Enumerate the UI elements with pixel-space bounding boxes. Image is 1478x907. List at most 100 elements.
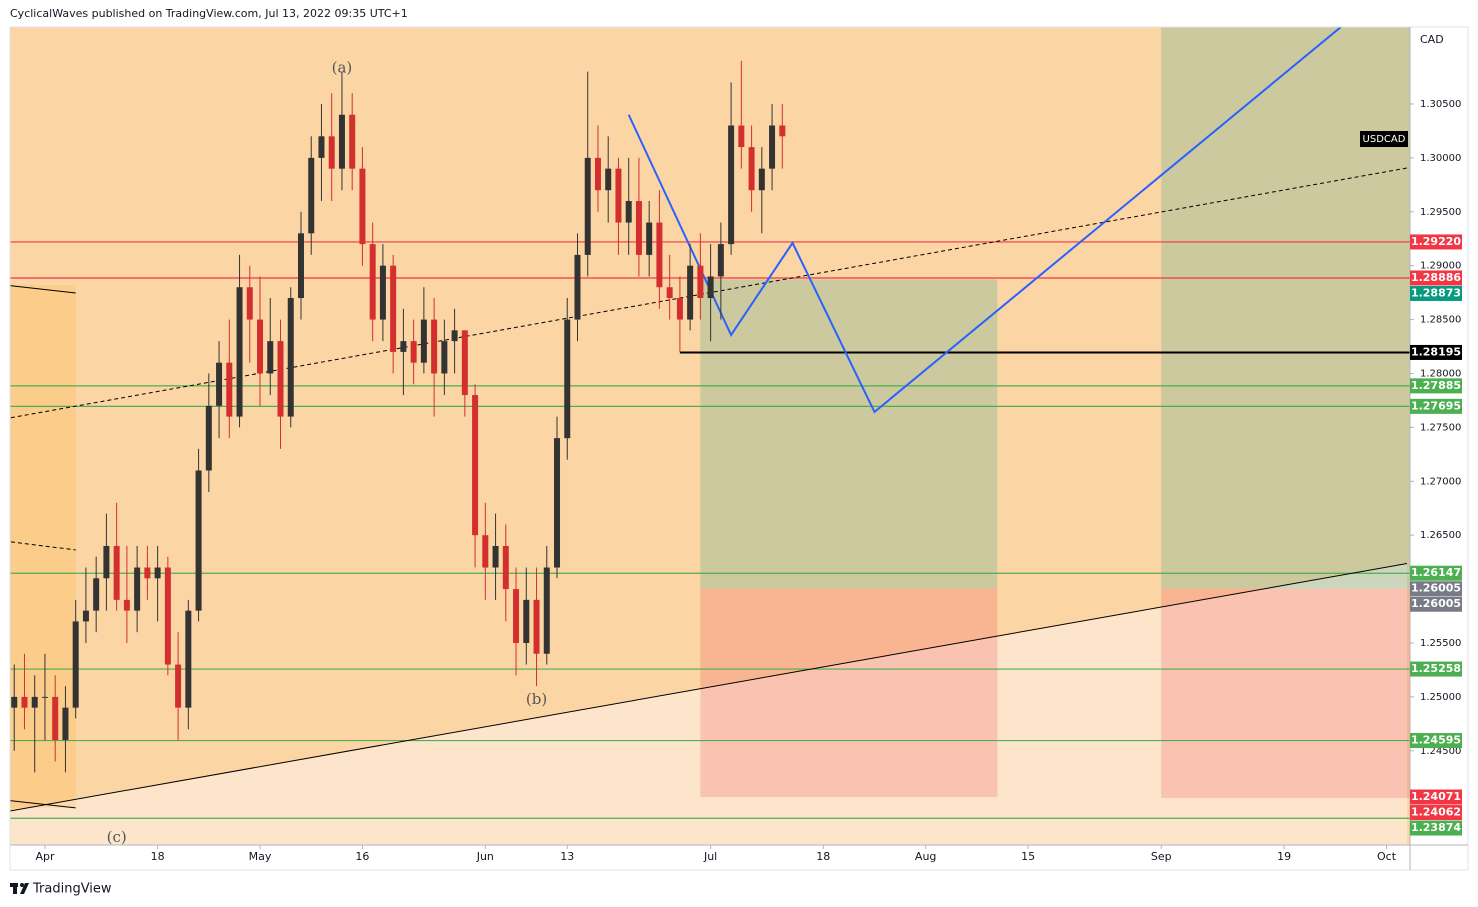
position-box [700, 588, 998, 798]
candle-body [400, 341, 407, 352]
x-tick-label: Apr [35, 850, 55, 863]
wave-label: (a) [332, 58, 353, 76]
price-tag-bg [1410, 596, 1462, 612]
price-tag-bg [1410, 789, 1462, 805]
candle-body [82, 610, 89, 622]
x-tick-label: Jun [476, 850, 494, 863]
candle-body [11, 696, 18, 708]
candle-body [564, 319, 571, 439]
candle-body [513, 589, 520, 643]
x-tick-label: 18 [151, 850, 165, 863]
candle-body [154, 567, 161, 579]
candle-body [646, 222, 653, 255]
candle-body [226, 362, 233, 417]
candle-body [359, 168, 366, 245]
candle-body [687, 265, 694, 320]
candle-body [1, 686, 7, 708]
price-tag-bg [1410, 285, 1462, 301]
trend-line [10, 541, 76, 551]
price-tag: 1.27885 [1411, 379, 1461, 392]
candle-body [175, 664, 182, 708]
candle-body [297, 233, 304, 299]
price-tag: 1.27695 [1411, 399, 1461, 412]
candle-body [523, 599, 530, 643]
candle-body [410, 341, 417, 363]
y-tick-label: 1.30500 [1420, 99, 1461, 110]
candle-body [236, 287, 243, 417]
lower-region [10, 563, 1407, 845]
brand: TradingView [32, 882, 112, 897]
y-tick-label: 1.29500 [1420, 207, 1461, 218]
candle-body [574, 254, 581, 320]
x-tick-label: Sep [1151, 850, 1172, 863]
y-tick-label: 1.29000 [1420, 261, 1461, 272]
y-tick-label: 1.24500 [1420, 746, 1461, 757]
symbol-tag: USDCAD [1363, 134, 1406, 145]
candle-body [62, 707, 69, 741]
candle-body [717, 244, 724, 277]
price-tag: 1.24062 [1411, 806, 1461, 819]
x-tick-label: 18 [816, 850, 830, 863]
candle-body [164, 567, 171, 665]
candle-body [635, 200, 642, 255]
candle-body [31, 696, 38, 708]
price-tag-bg [1410, 805, 1462, 821]
candle-body [738, 125, 745, 148]
price-tag-bg [1410, 398, 1462, 414]
candle-body [533, 599, 540, 654]
plot-area: (a) (b) (c) [1, 27, 1410, 845]
candle-body [379, 265, 386, 320]
candle-body [502, 545, 509, 590]
y-tick-label: 1.26500 [1420, 530, 1461, 541]
x-tick-label: Jul [703, 850, 717, 863]
price-tag: 1.29220 [1411, 235, 1461, 248]
candle-body [144, 567, 151, 579]
y-tick-label: 1.27000 [1420, 476, 1461, 487]
candle-body [257, 319, 264, 374]
price-tag: 1.26005 [1411, 597, 1461, 610]
candle-body [103, 545, 110, 579]
candle-body [769, 125, 776, 169]
candle-body [113, 545, 120, 600]
candle-body [615, 168, 622, 223]
x-tick-label: 19 [1277, 850, 1291, 863]
symbol-tag-bg [1360, 131, 1408, 147]
price-tag: 1.28195 [1411, 345, 1461, 358]
candle-body [441, 341, 448, 374]
candle-body [472, 395, 479, 536]
price-tag: 1.23874 [1411, 821, 1461, 834]
candle-body [328, 136, 335, 169]
candle-body [431, 319, 438, 374]
candle-body [758, 168, 765, 191]
candle-body [349, 114, 356, 169]
candle-body [543, 567, 550, 654]
price-tag-bg [1410, 581, 1462, 597]
candle-body [287, 298, 294, 417]
price-tag: 1.24071 [1411, 790, 1461, 803]
price-tag-bg [1410, 234, 1462, 250]
candle-body [492, 545, 499, 568]
candle-body [185, 610, 192, 708]
x-tick-label: 13 [560, 850, 574, 863]
y-tick-label: 1.28500 [1420, 315, 1461, 326]
x-tick-label: Oct [1377, 850, 1397, 863]
header: CyclicalWaves published on TradingView.c… [10, 7, 408, 20]
x-tick-label: 16 [355, 850, 369, 863]
x-tick-label: Aug [915, 850, 936, 863]
x-tick-label: May [249, 850, 272, 863]
candle-body [134, 567, 141, 611]
candle-body [195, 470, 202, 611]
y-tick-label: 1.28000 [1420, 368, 1461, 379]
candle-body [246, 287, 253, 320]
price-tag: 1.24595 [1411, 734, 1461, 747]
brand-logo [10, 883, 29, 894]
price-tag-bg [1410, 344, 1462, 360]
wave-label: (b) [526, 690, 547, 708]
candle-body [205, 405, 212, 471]
candle-body [277, 341, 284, 417]
y-tick-label: 1.25000 [1420, 692, 1461, 703]
trend-line [10, 285, 76, 294]
candle-body [123, 599, 130, 611]
candle-body [451, 330, 458, 342]
